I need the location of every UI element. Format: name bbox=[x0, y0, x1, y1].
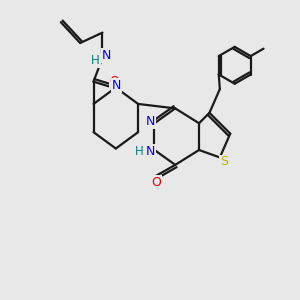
Text: N: N bbox=[145, 115, 155, 128]
Text: H: H bbox=[91, 54, 100, 67]
Text: O: O bbox=[110, 74, 119, 88]
Text: S: S bbox=[220, 155, 228, 168]
Text: N: N bbox=[102, 49, 112, 62]
Text: N: N bbox=[145, 145, 155, 158]
Text: H: H bbox=[135, 145, 144, 158]
Text: O: O bbox=[151, 176, 161, 189]
Text: N: N bbox=[112, 79, 122, 92]
